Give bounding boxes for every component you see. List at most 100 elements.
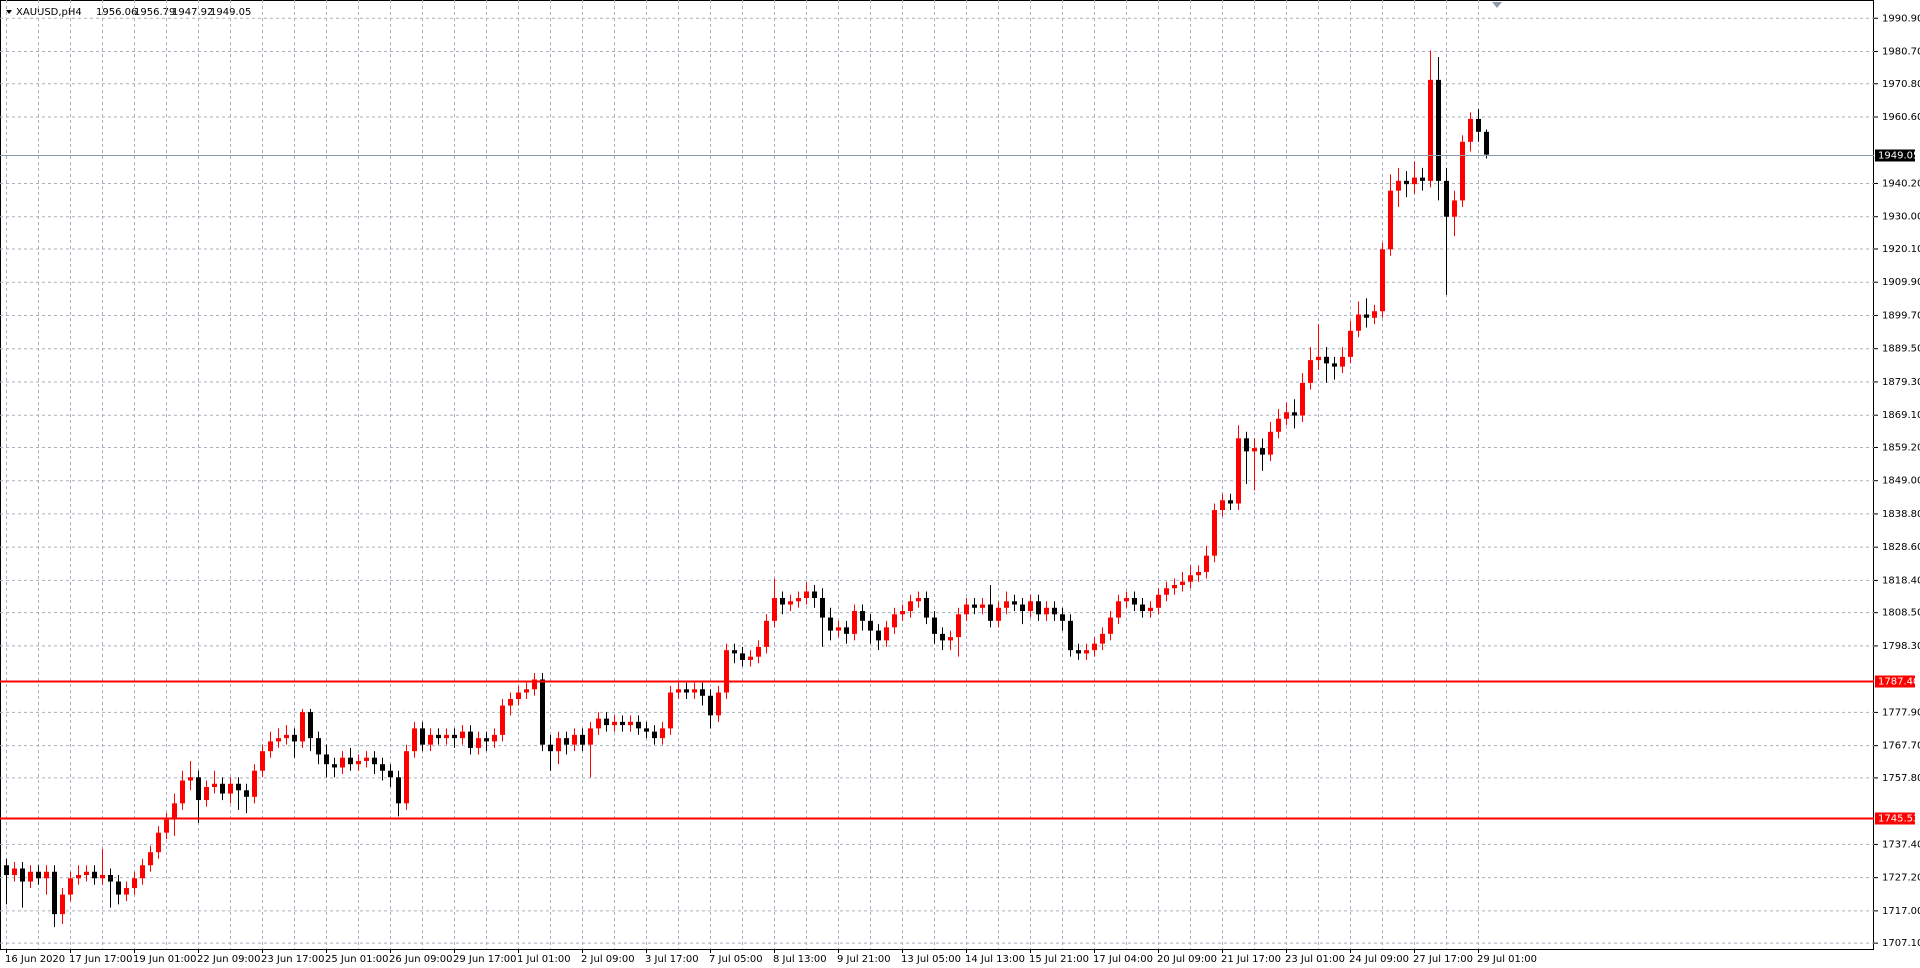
candle-body [692,689,697,693]
candle-body [804,591,809,599]
shift-marker[interactable] [1492,2,1502,8]
candle-body [468,731,473,748]
y-tick-label: 1808.50 [1882,608,1920,619]
candle-body [148,852,153,866]
candle-body [1468,118,1473,142]
candle-body [1204,555,1209,572]
y-tick-label: 1889.50 [1882,344,1920,355]
candles [4,50,1489,928]
y-tick-label: 1869.10 [1882,410,1920,421]
candle-body [932,617,937,634]
candle-body [748,656,753,660]
candle-body [1060,614,1065,621]
candle-body [1396,180,1401,191]
x-tick-label: 25 Jun 01:00 [325,954,389,965]
x-tick-label: 2 Jul 09:00 [581,954,635,965]
candle-body [340,757,345,768]
candle-body [900,611,905,615]
y-tick-label: 1960.60 [1882,112,1920,123]
candle-body [452,734,457,739]
candle-body [388,770,393,778]
x-tick-label: 21 Jul 17:00 [1221,954,1281,965]
candle-body [1188,575,1193,582]
candle-body [620,721,625,726]
y-tick-label: 1990.90 [1882,13,1920,24]
candle-body [1460,141,1465,201]
candle-body [556,738,561,752]
candle-body [1452,200,1457,217]
candle-body [324,754,329,765]
x-tick-label: 14 Jul 13:00 [965,954,1025,965]
candle-body [1444,180,1449,217]
candle-body [668,692,673,729]
x-tick-label: 1 Jul 01:00 [517,954,571,965]
x-tick-label: 19 Jun 01:00 [133,954,197,965]
candle-body [1084,650,1089,654]
candle-body [1436,79,1441,181]
candle-body [1068,620,1073,651]
candle-body [428,734,433,745]
candle-body [572,734,577,745]
candle-body [132,878,137,889]
candle-body [436,734,441,739]
candle-body [908,601,913,612]
candle-body [140,865,145,879]
candle-body [676,689,681,693]
candle-body [516,692,521,700]
level-label-box [1875,149,1915,162]
x-tick-label: 29 Jul 01:00 [1477,954,1537,965]
header-high: 1956.79 [134,7,175,18]
candle-body [892,614,897,628]
x-tick-label: 27 Jul 17:00 [1413,954,1473,965]
x-tick-label: 7 Jul 05:00 [709,954,763,965]
candle-body [636,721,641,729]
candle-body [1124,598,1129,602]
candle-body [1388,190,1393,250]
candle-body [708,695,713,716]
header-arrow[interactable] [6,10,12,14]
candle-body [1044,607,1049,615]
y-tick-label: 1717.00 [1882,906,1920,917]
candle-body [1012,601,1017,605]
candle-body [716,692,721,716]
candle-body [756,646,761,657]
candle-body [1412,177,1417,185]
candle-body [1428,79,1433,181]
candle-body [196,777,201,801]
candle-body [356,760,361,765]
y-tick-label: 1828.60 [1882,542,1920,553]
y-tick-label: 1849.00 [1882,476,1920,487]
candle-body [1196,571,1201,576]
candle-body [1172,584,1177,589]
x-tick-label: 24 Jul 09:00 [1349,954,1409,965]
candle-body [1316,356,1321,361]
candle-body [308,712,313,739]
candle-body [28,871,33,882]
candle-body [1348,330,1353,357]
candle-body [1332,363,1337,367]
candle-body [1380,249,1385,312]
y-tick-label: 1930.00 [1882,212,1920,223]
candle-body [1100,633,1105,644]
candle-body [1484,131,1489,155]
x-tick-label: 17 Jul 04:00 [1093,954,1153,965]
x-tick-label: 15 Jul 21:00 [1029,954,1089,965]
x-tick-label: 23 Jun 17:00 [261,954,325,965]
candle-body [916,598,921,602]
candle-body [1324,356,1329,364]
x-tick-label: 23 Jul 01:00 [1285,954,1345,965]
candle-body [1076,650,1081,654]
price-axis: 1990.90 1980.70 1970.80 1960.60 1940.20 1930.… [1874,13,1920,949]
candle-body [476,738,481,748]
candle-body [380,764,385,771]
candle-body [1308,360,1313,383]
candle-body [868,620,873,631]
y-tick-label: 1899.70 [1882,310,1920,321]
candle-body [1244,438,1249,452]
candle-body [644,728,649,732]
candle-body [284,734,289,739]
candle-body [4,865,9,876]
candle-body [124,888,129,895]
level-label: 1745.53 [1878,814,1919,825]
